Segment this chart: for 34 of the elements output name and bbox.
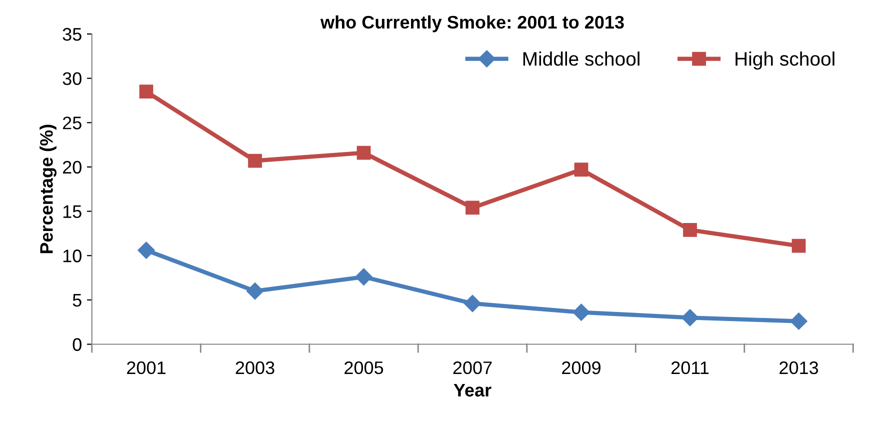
x-tick-label: 2011 [671,361,709,374]
point [355,268,372,286]
x-tick-label: 2001 [127,361,166,374]
point [139,84,154,99]
point [356,146,371,160]
point [792,238,806,253]
x-tick-label: 2007 [453,361,492,374]
point [574,162,588,177]
point [572,304,590,321]
x-tick-label: 2005 [344,361,384,374]
point [248,154,262,168]
y-tick-label: 20 [62,160,82,174]
x-axis-title: Year [454,384,492,397]
point [683,222,697,237]
legend-label: Middle school [523,52,640,66]
point [464,294,482,312]
x-tick-label: 2009 [562,361,600,374]
x-tick-label: 2013 [780,361,818,374]
legend-label: High school [736,52,834,70]
y-tick-label: 35 [62,28,82,41]
chart-title: who Currently Smoke: 2001 to 2013 [320,15,624,32]
point [466,200,480,215]
point [246,282,264,300]
y-tick-label: 15 [63,205,82,218]
y-tick-label: 0 [72,338,82,351]
y-tick-label: 30 [62,72,82,86]
point [790,312,808,330]
y-tick-label: 10 [63,250,82,262]
y-tick-label: 25 [62,116,82,130]
y-axis-title: Percentage (%) [40,124,57,254]
y-tick-label: 5 [72,294,82,307]
x-tick-label: 2003 [236,361,274,374]
point [681,309,699,326]
point [138,242,155,259]
